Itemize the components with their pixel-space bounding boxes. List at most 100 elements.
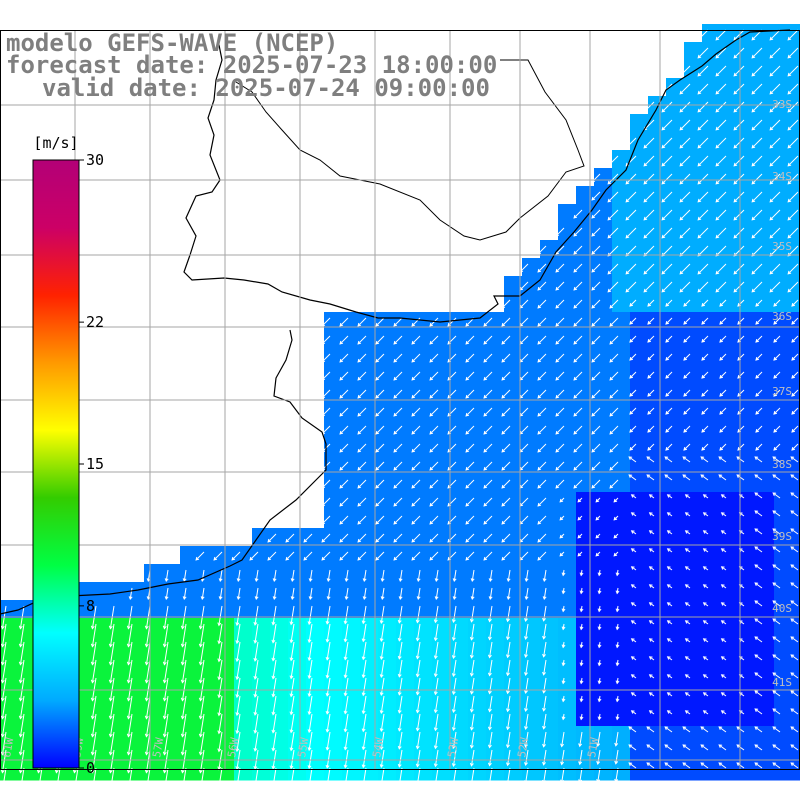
wind-arrow-head	[791, 320, 796, 325]
wind-arrow	[773, 317, 781, 325]
field-cell	[594, 564, 613, 583]
field-cell	[396, 420, 415, 439]
field-cell	[702, 294, 721, 313]
wind-arrow	[790, 744, 799, 751]
wind-arrow-head	[144, 787, 149, 792]
wind-arrow-head	[591, 376, 596, 381]
wind-arrow-head	[719, 338, 724, 343]
wind-arrow-head	[597, 644, 602, 649]
lat-label: 35S	[772, 240, 792, 253]
field-cell	[612, 762, 631, 781]
wind-arrow-head	[537, 484, 542, 489]
wind-arrow-head	[126, 733, 131, 738]
wind-arrow-head	[217, 640, 222, 645]
wind-arrow-head	[253, 747, 258, 752]
wind-arrow	[489, 659, 493, 676]
field-cell	[774, 762, 793, 781]
wind-arrow	[625, 263, 637, 275]
wind-arrow-head	[357, 430, 362, 435]
field-cell	[468, 438, 487, 457]
field-cell	[630, 114, 649, 133]
wind-arrow	[411, 353, 421, 363]
wind-arrow-head	[577, 498, 582, 503]
wind-arrow-head	[90, 787, 95, 792]
field-cell	[792, 366, 800, 385]
wind-arrow	[344, 641, 349, 660]
wind-arrow	[733, 173, 745, 185]
wind-arrow-head	[682, 762, 687, 766]
field-cell	[558, 294, 577, 313]
wind-arrow-head	[397, 691, 402, 696]
wind-arrow-head	[573, 232, 578, 237]
wind-arrow-head	[357, 520, 362, 525]
field-cell	[612, 708, 631, 727]
wind-arrow	[91, 677, 97, 701]
wind-arrow	[452, 605, 457, 623]
field-cell	[666, 312, 685, 331]
wind-arrow-head	[679, 234, 684, 239]
wind-arrow-head	[661, 198, 666, 203]
wind-arrow-head	[648, 656, 653, 660]
wind-arrow-head	[591, 322, 596, 327]
field-cell	[288, 708, 307, 727]
wind-arrow	[697, 281, 709, 293]
field-cell	[378, 528, 397, 547]
wind-arrow	[411, 443, 421, 453]
lat-label: 33S	[772, 98, 792, 111]
wind-arrow	[664, 726, 673, 733]
wind-arrow	[697, 173, 709, 185]
wind-arrow-head	[561, 680, 566, 685]
wind-arrow	[790, 528, 799, 535]
wind-arrow	[199, 767, 205, 791]
wind-arrow-head	[469, 690, 474, 695]
field-cell	[756, 240, 775, 259]
field-cell	[666, 384, 685, 403]
field-cell	[378, 420, 397, 439]
wind-arrow-head	[487, 780, 492, 785]
wind-arrow-head	[701, 446, 706, 451]
wind-arrow-head	[715, 54, 720, 59]
wind-arrow-head	[701, 320, 706, 325]
wind-arrow	[537, 389, 547, 399]
field-cell	[792, 402, 800, 421]
wind-arrow-head	[614, 742, 619, 747]
wind-arrow	[751, 119, 763, 131]
field-cell	[630, 366, 649, 385]
wind-arrow	[165, 569, 169, 582]
wind-arrow	[321, 425, 331, 435]
field-cell	[306, 564, 325, 583]
wind-arrow-head	[684, 566, 689, 570]
field-cell	[522, 474, 541, 493]
wind-arrow	[754, 654, 763, 661]
wind-arrow	[218, 731, 223, 752]
field-cell	[324, 330, 343, 349]
wind-arrow	[411, 371, 421, 381]
wind-arrow	[447, 461, 457, 471]
wind-arrow-head	[411, 502, 416, 507]
wind-arrow	[625, 281, 637, 293]
wind-arrow	[791, 335, 799, 343]
field-cell	[558, 348, 577, 367]
wind-arrow	[519, 551, 529, 561]
wind-arrow-head	[647, 446, 652, 451]
field-cell	[774, 636, 793, 655]
wind-arrow	[683, 299, 691, 307]
wind-arrow-head	[701, 374, 706, 379]
field-cell	[540, 438, 559, 457]
wind-arrow	[483, 353, 493, 363]
field-cell	[306, 762, 325, 781]
wind-speed-field	[0, 24, 800, 781]
wind-arrow-head	[307, 747, 312, 752]
wind-arrow	[339, 533, 349, 543]
wind-arrow-head	[379, 674, 384, 679]
field-cell	[360, 636, 379, 655]
wind-arrow	[561, 749, 565, 765]
field-cell	[342, 672, 361, 691]
field-cell	[450, 492, 469, 511]
wind-arrow-head	[339, 376, 344, 381]
field-cell	[360, 582, 379, 601]
wind-arrow	[701, 353, 709, 361]
field-cell	[666, 348, 685, 367]
wind-arrow	[321, 371, 331, 381]
field-cell	[792, 222, 800, 241]
